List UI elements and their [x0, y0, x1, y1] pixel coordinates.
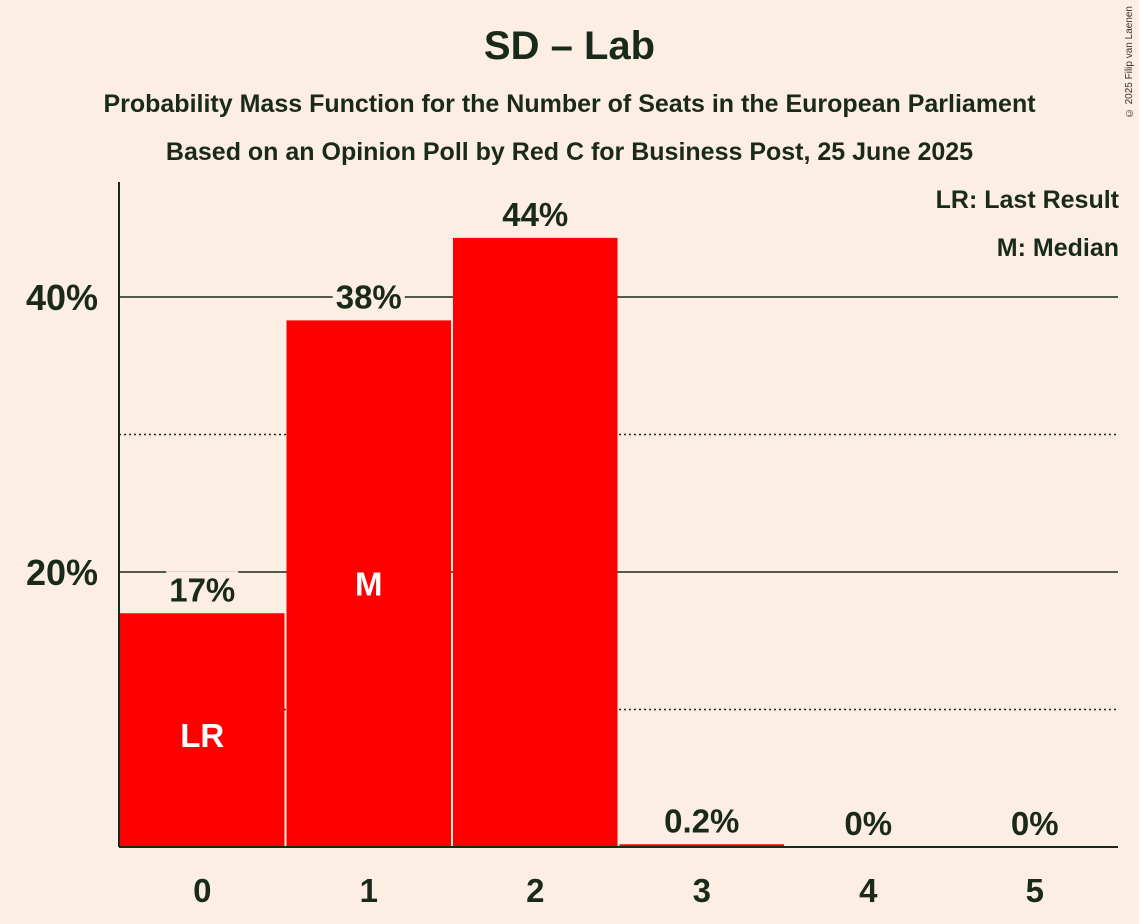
bar-2	[453, 237, 618, 847]
chart-title: SD – Lab	[483, 24, 656, 68]
chart-subtitle-line1: Probability Mass Function for the Number…	[103, 90, 1036, 118]
legend-median: M: Median	[996, 234, 1119, 262]
value-label-bg-5	[1008, 805, 1061, 843]
value-label-0: 17%	[169, 571, 235, 608]
x-tick-label-2: 2	[526, 872, 544, 909]
value-label-2: 44%	[502, 196, 568, 233]
y-tick-label-1: 40%	[26, 277, 98, 318]
value-label-bg-2	[499, 195, 572, 234]
x-tick-label-3: 3	[693, 872, 711, 909]
value-label-bg-3	[655, 802, 748, 841]
bar-marker-M: M	[355, 565, 383, 602]
x-tick-label-4: 4	[859, 872, 878, 909]
bar-1	[286, 320, 451, 847]
value-label-bg-4	[842, 805, 895, 843]
legend-last-result: LR: Last Result	[935, 186, 1119, 214]
x-tick-label-5: 5	[1026, 872, 1044, 909]
bar-0	[120, 613, 285, 847]
value-label-4: 0%	[844, 805, 892, 842]
value-label-5: 0%	[1011, 805, 1059, 842]
chart-subtitle-line2: Based on an Opinion Poll by Red C for Bu…	[165, 138, 974, 166]
value-label-bg-0	[166, 571, 239, 610]
y-tick-label-0: 20%	[26, 552, 98, 593]
value-label-3: 0.2%	[664, 802, 739, 839]
x-tick-label-1: 1	[360, 872, 378, 909]
value-label-bg-1	[332, 278, 405, 317]
value-label-1: 38%	[336, 278, 402, 315]
bar-3	[619, 844, 784, 847]
x-tick-label-0: 0	[193, 872, 211, 909]
bar-marker-LR: LR	[180, 717, 224, 754]
